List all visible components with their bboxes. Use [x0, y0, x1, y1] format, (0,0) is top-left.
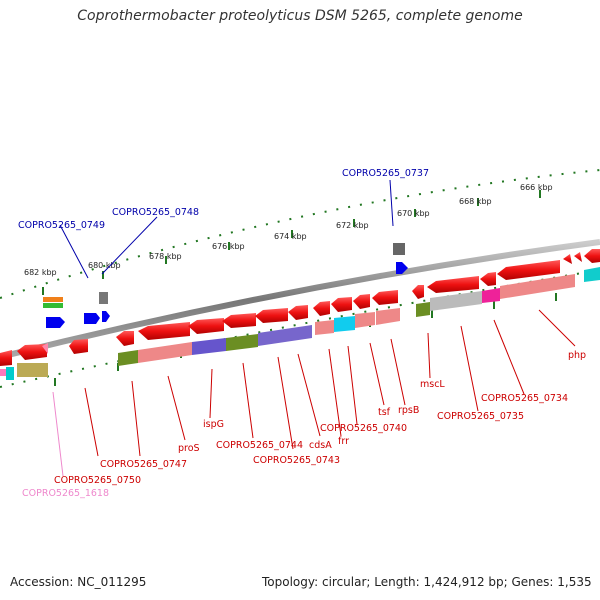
scale-label: 674 kbp [274, 232, 307, 241]
cds-arrow [574, 252, 582, 262]
gene-label: COPRO5265_0737 [342, 168, 429, 179]
feature-gray [393, 243, 405, 255]
domain-cyan [6, 367, 14, 380]
domain-olive-bar [118, 350, 138, 366]
bottom-gene-labels: COPRO5265_0750 COPRO5265_1618 COPRO5265_… [22, 350, 586, 499]
top-gene-labels: COPRO5265_0749 COPRO5265_0748 COPRO5265_… [18, 168, 429, 231]
domain-olive [17, 363, 48, 377]
genome-backbone [0, 239, 600, 360]
domain-gray-bar [430, 291, 482, 311]
gene-label: php [568, 350, 586, 361]
gene-label: COPRO5265_0750 [54, 475, 141, 486]
scale-label: 676 kbp [212, 242, 245, 251]
cds-arrow [412, 285, 424, 299]
domain-olive-bar [226, 334, 258, 351]
scale-labels: 682 kbp 680 kbp 678 kbp 676 kbp 674 kbp … [24, 183, 553, 277]
cds-arrow [563, 254, 572, 264]
cds-arrow [372, 290, 398, 305]
domain-olive-bar [416, 302, 430, 317]
gene-label: COPRO5265_0749 [18, 220, 105, 231]
cds-arrow [353, 294, 370, 309]
scale-label: 668 kbp [459, 197, 492, 206]
gene-label: proS [178, 443, 200, 454]
cds-arrow [427, 276, 479, 293]
domain-cyan-bar [334, 316, 355, 332]
inner-scale-ring [0, 269, 600, 388]
gene-label: COPRO5265_1618 [22, 488, 109, 499]
gene-label: COPRO5265_0743 [253, 455, 340, 466]
domain-pink [0, 369, 6, 376]
domain-purple-bar [258, 325, 312, 346]
scale-label: 680 kbp [88, 261, 121, 270]
gene-label: mscL [420, 379, 445, 390]
domain-salmon-bar [376, 308, 400, 325]
scale-label: 678 kbp [149, 252, 182, 261]
cds-arrow [222, 313, 256, 328]
cds-arrow [69, 339, 88, 354]
cds-arrows [0, 249, 600, 366]
gene-label: COPRO5265_0734 [481, 393, 568, 404]
scale-label: 670 kbp [397, 209, 430, 218]
cds-arrow [288, 305, 308, 320]
forward-features [43, 243, 408, 328]
feature-gray [99, 292, 108, 304]
feature-blue-arrow [396, 262, 408, 274]
feature-blue-arrow [102, 311, 110, 322]
cds-arrow [138, 322, 190, 340]
domain-purple-bar [192, 338, 226, 355]
domain-features [0, 267, 600, 380]
cds-arrow [497, 260, 560, 280]
cds-arrow [480, 272, 496, 286]
domain-pink-arrow [42, 343, 48, 354]
cds-arrow [0, 350, 12, 366]
gene-label: frr [338, 436, 349, 447]
accession-text: Accession: NC_011295 [10, 575, 147, 589]
cds-arrow [255, 308, 288, 323]
scale-label: 682 kbp [24, 268, 57, 277]
gene-label: tsf [378, 407, 391, 418]
gene-label: cdsA [309, 440, 332, 451]
scale-label: 666 kbp [520, 183, 553, 192]
cds-arrow [331, 297, 352, 312]
cds-arrow [584, 249, 600, 263]
cds-arrow [17, 344, 47, 360]
domain-salmon-bar [355, 312, 375, 328]
domain-salmon-bar [500, 274, 575, 299]
feature-blue-arrow [46, 317, 65, 328]
gene-label: COPRO5265_0740 [320, 423, 407, 434]
gene-label: ispG [203, 419, 224, 430]
cds-arrow [313, 301, 330, 316]
gene-label: COPRO5265_0735 [437, 411, 524, 422]
genome-summary-text: Topology: circular; Length: 1,424,912 bp… [262, 575, 592, 589]
gene-label: COPRO5265_0744 [216, 440, 303, 451]
scale-label: 672 kbp [336, 221, 369, 230]
cds-arrow [188, 318, 224, 334]
map-title: Coprothermobacter proteolyticus DSM 5265… [77, 8, 523, 24]
domain-magenta-bar [482, 288, 500, 303]
leader-lines [52, 179, 576, 477]
gene-label: COPRO5265_0747 [100, 459, 187, 470]
feature-orange [43, 297, 63, 302]
domain-salmon-bar [138, 342, 192, 363]
gene-label: rpsB [398, 405, 419, 416]
domain-salmon-bar [315, 320, 334, 335]
domain-cyan-bar [584, 267, 600, 282]
cds-arrow [116, 331, 134, 346]
gene-label: COPRO5265_0748 [112, 207, 199, 218]
feature-green [43, 303, 63, 308]
feature-blue-arrow [84, 313, 100, 324]
